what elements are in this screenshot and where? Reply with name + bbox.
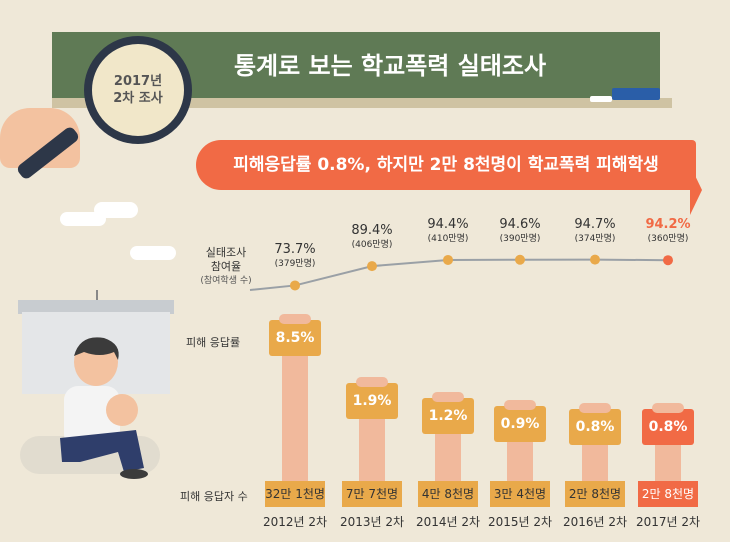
- year-tick-label: 2016년 2차: [562, 515, 628, 529]
- arm-bar: [282, 334, 308, 481]
- fist-icon: [356, 377, 388, 388]
- victim-rate-card: 1.2%: [422, 397, 474, 434]
- victim-count-box: 32만 1천명: [265, 481, 325, 507]
- participation-rate-text: 94.7%: [574, 216, 616, 232]
- victim-count-box: 2만 8천명: [565, 481, 625, 507]
- victim-rate-card: 0.8%: [569, 408, 621, 445]
- page-title: 통계로 보는 학교폭력 실태조사: [233, 52, 547, 80]
- participation-value-label: 73.7% (379만명): [255, 243, 335, 271]
- headline-banner: 피해응답률 0.8%, 하지만 2만 8천명이 학교폭력 피해학생: [196, 140, 696, 190]
- fist-icon: [279, 314, 311, 324]
- magnifier-icon: 2017년 2차 조사: [84, 36, 192, 144]
- school-roof: [18, 300, 174, 314]
- year-tick-label: 2014년 2차: [415, 515, 481, 529]
- victim-rate-card: 0.9%: [494, 405, 546, 442]
- participants-text: (410만명): [427, 233, 469, 244]
- year-tick-label: 2015년 2차: [487, 515, 553, 529]
- victim-rate-card: 1.9%: [346, 383, 398, 420]
- victim-rate-label: 피해 응답률: [186, 336, 241, 349]
- participation-value-label: 94.6% (390만명): [480, 216, 560, 246]
- participation-rate-text: 94.4%: [427, 216, 469, 232]
- cloud-icon: [130, 246, 176, 260]
- participation-point: [443, 254, 453, 265]
- banner-tail: [690, 165, 702, 215]
- participation-point: [663, 255, 673, 266]
- participation-rate-text: 73.7%: [274, 242, 316, 258]
- victim-count-box: 7만 7천명: [342, 481, 402, 507]
- participants-text: (374만명): [574, 233, 616, 244]
- participation-point: [515, 254, 525, 265]
- participation-sub: (참여학생 수): [200, 276, 252, 286]
- year-tick-label: 2017년 2차: [635, 515, 701, 529]
- participants-text: (360만명): [647, 234, 689, 245]
- participants-text: (390만명): [499, 233, 541, 244]
- badge-line2: 2차 조사: [113, 91, 163, 106]
- fist-icon: [432, 391, 464, 402]
- badge-line1: 2017년: [113, 74, 163, 89]
- participation-rate-text: 89.4%: [351, 223, 393, 239]
- year-tick-label: 2013년 2차: [339, 515, 405, 529]
- participation-point: [590, 254, 600, 265]
- chalkboard-rail: [52, 98, 672, 108]
- participation-rate-text: 94.6%: [499, 216, 541, 232]
- victim-count-label: 피해 응답자 수: [180, 490, 248, 503]
- fist-icon: [579, 402, 611, 413]
- victim-count-box: 3만 4천명: [490, 481, 550, 507]
- cloud-icon: [60, 212, 106, 226]
- participation-point: [367, 261, 377, 272]
- participation-value-label: 94.4% (410만명): [408, 216, 488, 246]
- participants-text: (379만명): [274, 259, 316, 270]
- victim-rate-card: 0.8%: [642, 408, 694, 445]
- chalk-icon: [590, 96, 612, 102]
- victim-rate-card: 8.5%: [269, 320, 321, 356]
- participation-label-2: 참여율: [210, 260, 242, 273]
- participation-label-1: 실태조사: [205, 246, 247, 259]
- fist-icon: [652, 402, 684, 413]
- participation-point: [290, 280, 300, 291]
- victim-count-box: 2만 8천명: [638, 481, 698, 507]
- eraser-icon: [612, 88, 660, 100]
- participation-rate-text: 94.2%: [645, 217, 691, 233]
- sad-student-icon: [60, 337, 148, 479]
- participation-value-label: 94.2% (360만명): [628, 218, 708, 246]
- fist-icon: [504, 399, 536, 410]
- victim-count-box: 4만 8천명: [418, 481, 478, 507]
- participation-value-label: 89.4% (406만명): [332, 224, 412, 252]
- cloud-icon: [94, 202, 138, 218]
- participants-text: (406만명): [351, 240, 393, 251]
- participation-value-label: 94.7% (374만명): [555, 216, 635, 246]
- year-tick-label: 2012년 2차: [262, 515, 328, 529]
